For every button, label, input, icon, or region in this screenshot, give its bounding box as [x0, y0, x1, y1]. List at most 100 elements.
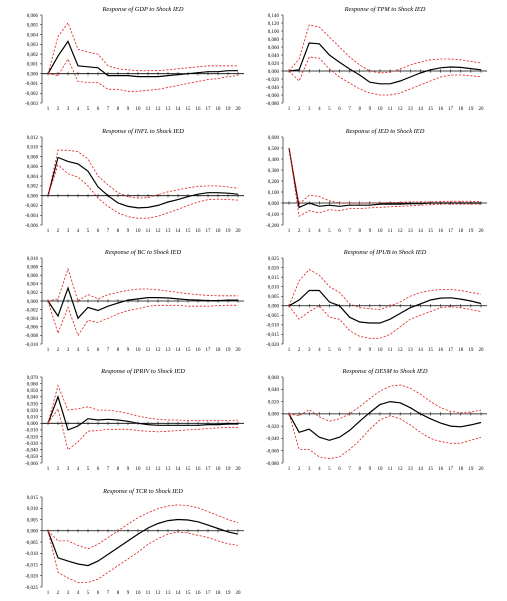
- x-tick-label: 16: [438, 229, 444, 234]
- x-tick-label: 1: [288, 107, 291, 112]
- y-tick-label: 0,000: [27, 422, 39, 427]
- x-tick-label: 20: [236, 348, 242, 353]
- x-tick-label: 4: [318, 229, 321, 234]
- x-tick-label: 17: [448, 107, 454, 112]
- x-tick-label: 10: [136, 591, 142, 596]
- y-tick-label: -0,010: [25, 429, 38, 434]
- x-tick-label: 20: [479, 107, 485, 112]
- x-tick-label: 11: [146, 467, 151, 472]
- series-line-lower: [47, 164, 239, 219]
- y-tick-label: -0,004: [25, 214, 38, 219]
- y-tick-label: -0,060: [25, 462, 38, 467]
- x-tick-label: 3: [67, 229, 70, 234]
- series-line-response: [47, 156, 239, 209]
- y-tick-label: 0,002: [27, 291, 39, 296]
- x-tick-label: 11: [146, 591, 151, 596]
- x-tick-label: 11: [388, 467, 393, 472]
- series-line-response: [47, 286, 238, 320]
- chart-title: Response of GDP to Shock IED: [102, 6, 184, 13]
- x-tick-label: 19: [226, 229, 232, 234]
- y-tick-label: 0,000: [268, 70, 280, 75]
- y-tick-label: 0,000: [268, 413, 280, 418]
- series-line-lower: [47, 300, 238, 337]
- series-line-response: [47, 394, 238, 431]
- x-tick-label: 8: [117, 107, 120, 112]
- y-tick-label: -0,200: [266, 224, 279, 229]
- y-tick-label: 0,600: [268, 136, 280, 141]
- y-tick-label: 0,015: [268, 276, 280, 281]
- x-tick-label: 9: [369, 348, 372, 353]
- y-tick-label: -0,010: [25, 343, 38, 348]
- x-tick-label: 8: [117, 348, 120, 353]
- x-tick-label: 11: [388, 348, 393, 353]
- chart-title: Response of IPRIV to Shock IED: [100, 368, 185, 375]
- series-line-upper: [288, 147, 482, 205]
- y-tick-label: 0,001: [27, 63, 39, 68]
- x-tick-label: 16: [438, 348, 444, 353]
- x-tick-label: 19: [226, 467, 232, 472]
- series-line-response: [47, 518, 239, 567]
- x-tick-label: 4: [318, 467, 321, 472]
- x-tick-label: 3: [308, 229, 311, 234]
- y-tick-label: 0,060: [27, 382, 39, 387]
- x-tick-label: 2: [57, 107, 60, 112]
- y-tick-label: -0,020: [266, 343, 279, 348]
- x-tick-label: 9: [369, 107, 372, 112]
- x-tick-label: 3: [308, 467, 311, 472]
- x-tick-label: 6: [338, 467, 341, 472]
- x-tick-label: 6: [338, 348, 341, 353]
- x-tick-label: 1: [47, 348, 50, 353]
- series-line-lower: [47, 407, 238, 451]
- chart-panel-1: Response of GDP to Shock IED 0,006 0,005 0,…: [25, 6, 244, 112]
- y-tick-label: 0,004: [27, 175, 39, 180]
- y-tick-label: 0,006: [27, 14, 39, 19]
- x-tick-label: 2: [298, 348, 301, 353]
- x-tick-label: 6: [97, 229, 100, 234]
- x-tick-label: 19: [226, 348, 232, 353]
- series-line-response: [288, 42, 482, 85]
- x-tick-label: 1: [47, 107, 50, 112]
- y-tick-label: -0,060: [266, 450, 279, 455]
- x-tick-label: 16: [438, 107, 444, 112]
- x-tick-label: 11: [146, 348, 151, 353]
- x-tick-label: 14: [176, 229, 182, 234]
- y-tick-label: -0,020: [25, 575, 38, 580]
- y-tick-label: -0,060: [266, 94, 279, 99]
- y-tick-label: 0,004: [27, 33, 39, 38]
- series-line-response: [288, 400, 482, 441]
- x-tick-label: 6: [338, 107, 341, 112]
- y-tick-label: 0,020: [268, 400, 280, 405]
- y-tick-label: 0,000: [27, 194, 39, 199]
- series-line-lower: [47, 530, 239, 583]
- x-tick-label: 14: [418, 107, 424, 112]
- y-tick-label: 0,006: [27, 274, 39, 279]
- x-tick-label: 15: [186, 591, 192, 596]
- x-tick-label: 11: [388, 107, 393, 112]
- series-line-response: [288, 147, 481, 209]
- y-tick-label: 0,300: [268, 169, 280, 174]
- y-tick-label: -0,010: [25, 552, 38, 557]
- series-line-lower: [288, 305, 482, 339]
- x-tick-label: 9: [127, 107, 130, 112]
- y-tick-label: 0,060: [268, 376, 280, 381]
- x-tick-label: 5: [87, 591, 90, 596]
- x-tick-label: 13: [166, 229, 172, 234]
- x-tick-label: 16: [196, 107, 202, 112]
- x-tick-label: 18: [216, 229, 222, 234]
- x-tick-label: 4: [77, 591, 80, 596]
- x-tick-label: 12: [398, 229, 404, 234]
- y-tick-label: 0,005: [268, 295, 280, 300]
- y-tick-label: 0,010: [27, 146, 39, 151]
- series-line-upper: [288, 24, 482, 74]
- x-tick-label: 14: [176, 591, 182, 596]
- x-tick-label: 8: [117, 467, 120, 472]
- y-tick-label: 0,010: [268, 285, 280, 290]
- x-tick-label: 13: [166, 107, 172, 112]
- y-tick-label: 0,015: [27, 496, 39, 501]
- x-tick-label: 9: [127, 467, 130, 472]
- x-tick-label: 2: [298, 467, 301, 472]
- chart-title: Response of TCR to Shock IED: [102, 488, 183, 495]
- x-tick-label: 5: [328, 348, 331, 353]
- x-tick-label: 14: [176, 348, 182, 353]
